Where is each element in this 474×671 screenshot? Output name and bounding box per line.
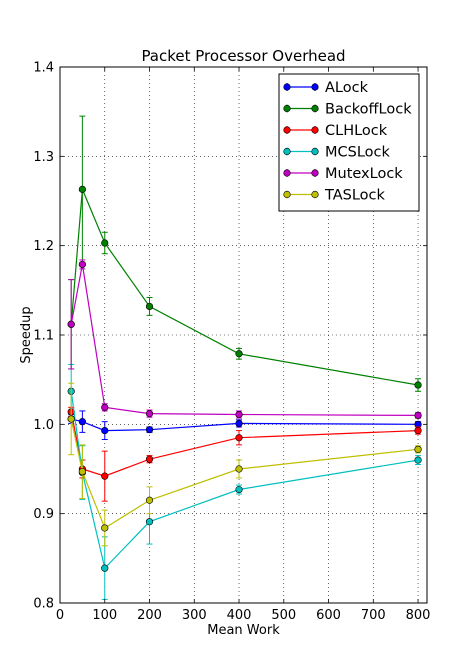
legend-marker [311, 83, 319, 91]
data-point [414, 381, 422, 389]
y-tick-label: 1.4 [33, 61, 54, 76]
legend-label: MutexLock [325, 166, 403, 182]
data-point [235, 434, 243, 442]
legend-marker [283, 126, 291, 134]
x-tick-label: 800 [406, 608, 431, 623]
data-point [145, 496, 154, 504]
legend-marker [283, 190, 291, 199]
x-tick-label: 400 [227, 608, 252, 623]
legend-marker [283, 147, 291, 156]
legend-label: MCSLock [325, 145, 391, 161]
y-axis-title: Speedup [19, 306, 34, 363]
data-point [235, 350, 243, 358]
legend-item: MCSLock [283, 145, 391, 161]
data-point [101, 426, 109, 435]
series-line [70, 264, 419, 416]
series-line [70, 189, 419, 386]
x-tick-label: 0 [56, 608, 64, 623]
data-point [414, 411, 422, 420]
legend-marker [311, 147, 319, 156]
data-point [235, 419, 243, 428]
series-taslock [67, 382, 422, 547]
data-point [78, 418, 86, 426]
legend-label: CLHLock [325, 123, 388, 139]
y-tick-label: 1.3 [33, 150, 54, 165]
data-point [235, 485, 243, 494]
x-tick-label: 600 [316, 608, 341, 623]
data-point [101, 524, 109, 532]
legend-item: TASLock [283, 188, 386, 204]
x-tick-label: 700 [361, 608, 386, 623]
data-point [101, 403, 109, 411]
data-point [67, 320, 75, 328]
x-tick-label: 100 [92, 608, 117, 623]
legend-item: MutexLock [283, 166, 403, 182]
data-point [414, 426, 422, 435]
data-point [67, 415, 75, 423]
x-tick-label: 200 [137, 608, 162, 623]
data-point [414, 456, 422, 464]
legend-marker [311, 190, 319, 199]
data-point [414, 445, 422, 453]
series-mutexlock [67, 259, 422, 420]
x-tick-label: 300 [182, 608, 207, 623]
series-line [70, 418, 419, 529]
data-point [101, 472, 109, 480]
legend-item: ALock [283, 80, 369, 96]
y-tick-label: 1.2 [33, 239, 54, 254]
data-point [101, 239, 109, 247]
data-point [78, 260, 86, 269]
ticks: 0 100 200 300 400 500 600 700 800 0.8 0.9 1.0 1.1 1.2… [33, 61, 430, 624]
data-point [78, 185, 86, 193]
y-tick-label: 1.0 [33, 418, 54, 433]
data-point [145, 455, 154, 463]
legend-marker [311, 104, 319, 113]
legend-item: BackoffLock [283, 102, 412, 118]
data-point [145, 518, 154, 526]
y-tick-label: 0.9 [33, 507, 54, 522]
legend-marker [311, 169, 319, 177]
legend-label: ALock [325, 80, 369, 96]
legend: ALock BackoffLock CLHLock MCSLock MutexLock T… [278, 73, 420, 212]
data-point [78, 468, 86, 476]
data-point [235, 410, 243, 419]
legend-marker [283, 104, 291, 113]
legend-marker [283, 169, 291, 177]
y-tick-label: 0.8 [33, 597, 54, 612]
x-axis-title: Mean Work [207, 623, 280, 638]
data-point [145, 302, 154, 311]
legend-label: BackoffLock [325, 102, 412, 118]
data-point [145, 426, 154, 434]
series-line [70, 391, 419, 570]
data-point [235, 465, 243, 473]
y-tick-label: 1.1 [33, 329, 54, 344]
legend-label: TASLock [324, 188, 386, 204]
legend-marker [311, 126, 319, 134]
series-layer [67, 115, 422, 600]
chart-title: Packet Processor Overhead [141, 47, 345, 65]
data-point [101, 564, 109, 572]
legend-box [278, 73, 420, 212]
data-point [145, 410, 154, 418]
legend-marker [283, 83, 291, 91]
x-tick-label: 500 [271, 608, 296, 623]
legend-item: CLHLock [283, 123, 388, 139]
